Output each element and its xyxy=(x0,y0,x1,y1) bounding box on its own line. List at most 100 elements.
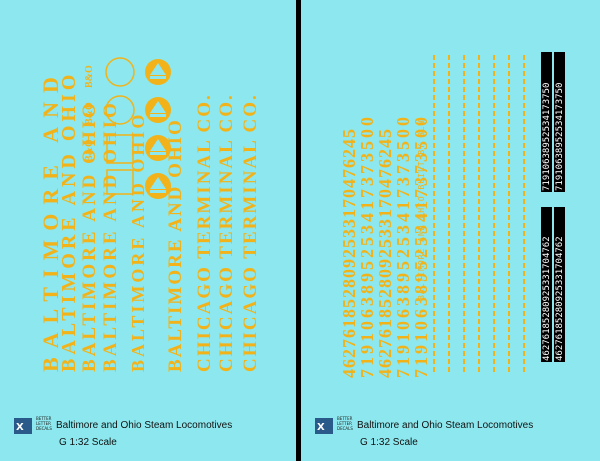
tiny-marking xyxy=(478,215,480,220)
tiny-marking xyxy=(433,303,435,308)
tiny-marking xyxy=(463,215,465,220)
tiny-marking xyxy=(523,239,525,244)
tiny-marking xyxy=(493,215,495,220)
tiny-marking xyxy=(433,183,435,188)
tiny-marking xyxy=(463,223,465,228)
tiny-marking xyxy=(508,71,510,76)
tiny-marking xyxy=(448,127,450,132)
decal-line: BALTIMORE AND OHIO xyxy=(58,70,80,372)
tiny-marking xyxy=(493,111,495,116)
tiny-marking xyxy=(433,359,435,364)
tiny-marking xyxy=(433,231,435,236)
tiny-marking xyxy=(523,55,525,60)
tiny-marking xyxy=(463,199,465,204)
tiny-marking xyxy=(463,287,465,292)
tiny-marking xyxy=(463,175,465,180)
tiny-marking xyxy=(508,55,510,60)
tiny-marking xyxy=(448,303,450,308)
tiny-marking xyxy=(478,119,480,124)
tiny-marking xyxy=(448,231,450,236)
small-mark: B&O xyxy=(84,139,95,162)
tiny-marking xyxy=(508,175,510,180)
tiny-marking xyxy=(493,135,495,140)
tiny-marking xyxy=(493,247,495,252)
tiny-marking xyxy=(508,207,510,212)
tiny-marking xyxy=(478,71,480,76)
tiny-marking xyxy=(463,255,465,260)
tiny-marking xyxy=(463,359,465,364)
tiny-marking xyxy=(463,87,465,92)
black-strip-text: 46276185280925331704762 xyxy=(542,236,552,361)
tiny-marking xyxy=(478,295,480,300)
tiny-marking xyxy=(478,287,480,292)
tiny-marking xyxy=(478,135,480,140)
tiny-marking xyxy=(463,183,465,188)
tiny-marking xyxy=(493,287,495,292)
tiny-marking xyxy=(448,63,450,68)
tiny-marking xyxy=(463,191,465,196)
tiny-marking xyxy=(493,255,495,260)
tiny-marking xyxy=(448,247,450,252)
tiny-marking xyxy=(448,111,450,116)
tiny-marking xyxy=(478,79,480,84)
tiny-marking xyxy=(523,359,525,364)
tiny-marking xyxy=(478,63,480,68)
tiny-marking xyxy=(523,175,525,180)
tiny-marking xyxy=(463,95,465,100)
tiny-marking xyxy=(508,359,510,364)
black-strip xyxy=(541,207,552,362)
tiny-marking xyxy=(508,95,510,100)
tiny-marking xyxy=(523,295,525,300)
small-mark: B&O xyxy=(84,65,95,88)
tiny-marking xyxy=(523,119,525,124)
tiny-marking xyxy=(463,303,465,308)
tiny-marking xyxy=(448,271,450,276)
tiny-marking xyxy=(448,175,450,180)
tiny-marking xyxy=(478,303,480,308)
tiny-marking xyxy=(463,351,465,356)
tiny-marking xyxy=(493,191,495,196)
tiny-marking xyxy=(523,79,525,84)
tiny-marking xyxy=(508,111,510,116)
tiny-marking xyxy=(463,247,465,252)
tiny-marking xyxy=(478,127,480,132)
tiny-marking xyxy=(433,319,435,324)
tiny-marking xyxy=(433,79,435,84)
tiny-marking xyxy=(523,167,525,172)
tiny-marking xyxy=(448,151,450,156)
tiny-marking xyxy=(508,167,510,172)
decal-line: CHICAGO TERMINAL CO. xyxy=(240,93,261,372)
tiny-marking xyxy=(478,279,480,284)
tiny-marking xyxy=(433,55,435,60)
tiny-marking xyxy=(478,223,480,228)
tiny-marking xyxy=(463,167,465,172)
tiny-marking xyxy=(523,143,525,148)
tiny-marking xyxy=(523,319,525,324)
tiny-marking xyxy=(493,183,495,188)
tiny-marking xyxy=(478,207,480,212)
black-strip xyxy=(554,207,565,362)
tiny-marking xyxy=(463,343,465,348)
tiny-marking xyxy=(508,239,510,244)
tiny-marking xyxy=(433,311,435,316)
tiny-marking xyxy=(493,303,495,308)
tiny-marking xyxy=(448,167,450,172)
tiny-marking xyxy=(493,207,495,212)
tiny-marking xyxy=(433,295,435,300)
tiny-marking xyxy=(433,247,435,252)
tiny-marking xyxy=(523,223,525,228)
tiny-marking xyxy=(448,319,450,324)
tiny-marking xyxy=(478,239,480,244)
tiny-marking xyxy=(523,279,525,284)
tiny-marking xyxy=(463,207,465,212)
tiny-marking xyxy=(493,119,495,124)
tiny-marking xyxy=(463,263,465,268)
tiny-marking xyxy=(448,351,450,356)
tiny-marking xyxy=(478,167,480,172)
tiny-marking xyxy=(523,151,525,156)
tiny-marking xyxy=(508,79,510,84)
tiny-marking xyxy=(478,159,480,164)
tiny-marking xyxy=(508,199,510,204)
tiny-marking xyxy=(433,63,435,68)
tiny-marking xyxy=(493,239,495,244)
